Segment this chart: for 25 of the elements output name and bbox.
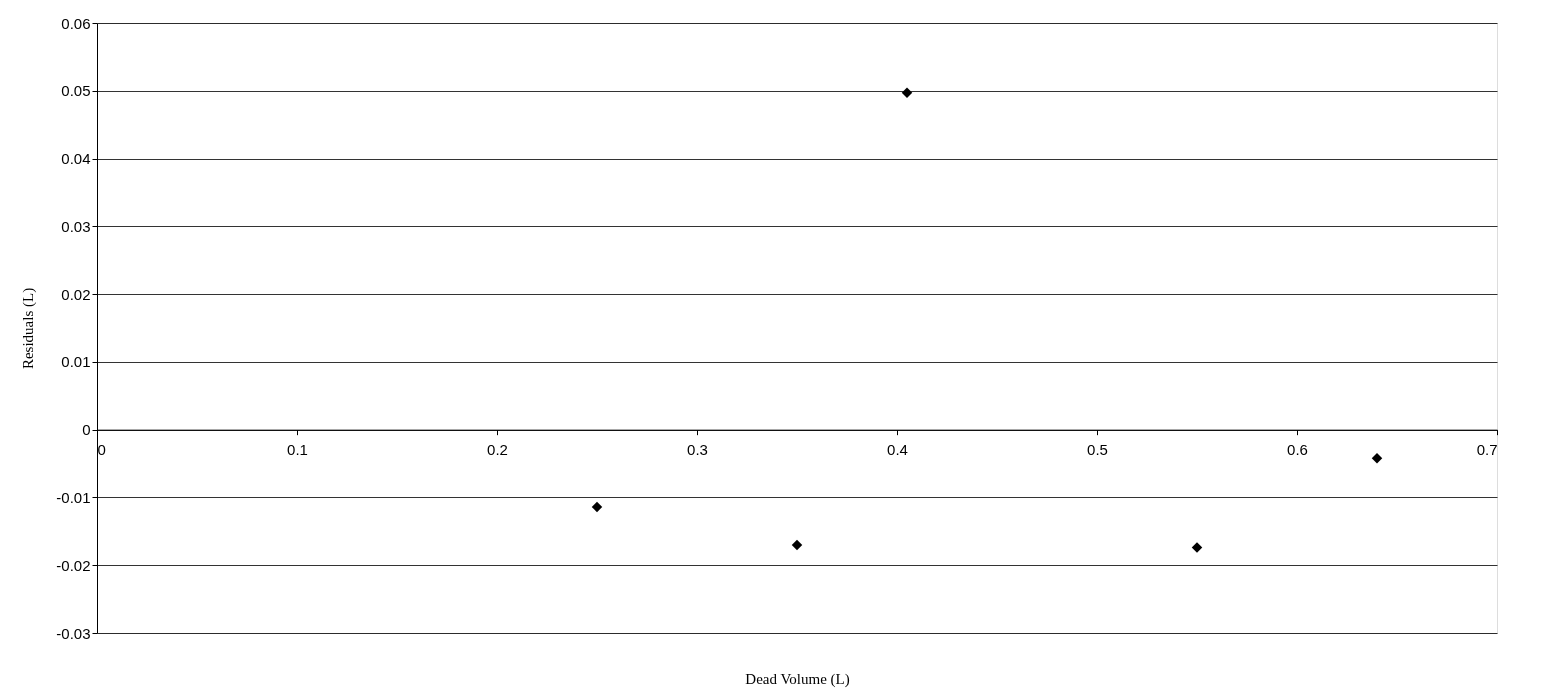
y-tick-label: 0.03 — [61, 217, 91, 235]
x-tick-label: 0.7 — [1476, 441, 1498, 459]
x-axis-title: Dead Volume (L) — [745, 670, 850, 688]
x-tick-label: 0.2 — [487, 441, 508, 459]
point — [1371, 452, 1383, 464]
y-tick-label: 0.04 — [61, 150, 91, 168]
y-tick-label: -0.03 — [56, 624, 91, 642]
x-tick-label: 0.4 — [887, 441, 908, 459]
y-tick-label: 0 — [82, 421, 91, 439]
x-tick-label: 0.5 — [1087, 441, 1108, 459]
y-tick-label: -0.01 — [56, 488, 91, 506]
y-tick-label: 0.06 — [61, 14, 91, 32]
x-tick-label: 0.3 — [687, 441, 708, 459]
point — [901, 87, 913, 99]
y-axis-title: Residuals (L) — [20, 287, 38, 370]
x-tick-label: 0 — [97, 441, 106, 459]
x-tick-label: 0.6 — [1287, 441, 1308, 459]
point — [791, 539, 803, 551]
y-tick-label: 0.01 — [61, 353, 91, 371]
point — [1191, 542, 1203, 553]
point — [591, 501, 603, 513]
y-tick-label: 0.02 — [61, 285, 91, 303]
y-tick-label: -0.02 — [56, 556, 91, 574]
x-tick-label: 0.1 — [287, 441, 308, 459]
y-tick-label: 0.05 — [61, 82, 91, 100]
